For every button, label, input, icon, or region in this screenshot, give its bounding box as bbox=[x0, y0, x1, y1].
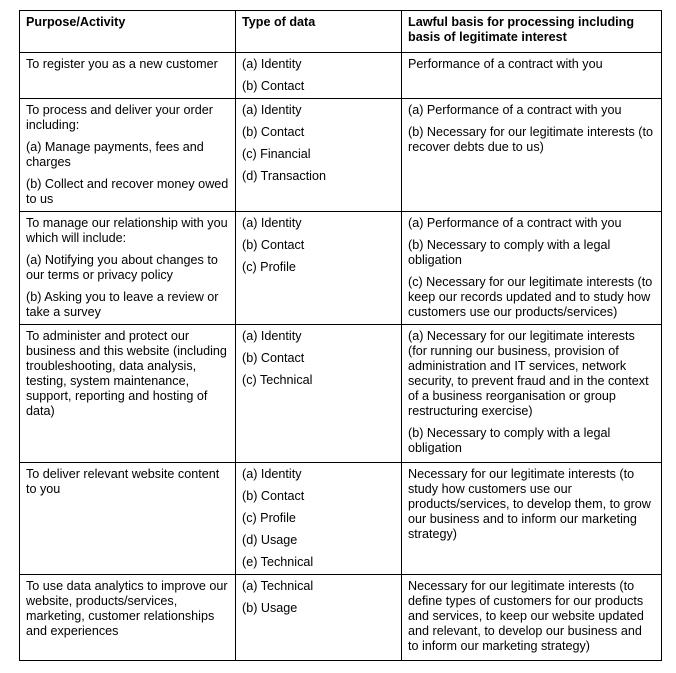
lawful-basis-table: Purpose/Activity Type of data Lawful bas… bbox=[19, 10, 662, 661]
type-cell-paragraph: (c) Technical bbox=[242, 373, 313, 387]
purpose-cell: To administer and protect our business a… bbox=[19, 324, 236, 463]
type-cell-paragraph: (b) Usage bbox=[242, 601, 298, 615]
type-cell: (a) Identity (b) Contact (c) Profile bbox=[235, 211, 402, 325]
type-cell-paragraph: (b) Contact bbox=[242, 489, 305, 503]
type-cell-paragraph: (a) Identity bbox=[242, 467, 302, 481]
table-row: To use data analytics to improve our web… bbox=[19, 574, 662, 661]
type-cell: (a) Identity (b) Contact bbox=[235, 52, 402, 99]
purpose-cell-paragraph: (b) Collect and recover money owed to us bbox=[26, 177, 229, 206]
purpose-cell: To manage our relationship with you whic… bbox=[19, 211, 236, 325]
basis-cell-paragraph: (b) Necessary for our legitimate interes… bbox=[408, 125, 653, 154]
basis-cell-paragraph: (a) Performance of a contract with you bbox=[408, 216, 622, 230]
type-cell-paragraph: (a) Identity bbox=[242, 57, 302, 71]
table-row: To process and deliver your order includ… bbox=[19, 98, 662, 212]
type-cell-paragraph: (e) Technical bbox=[242, 555, 314, 569]
purpose-cell-paragraph: To manage our relationship with you whic… bbox=[26, 216, 228, 245]
purpose-cell-paragraph: To administer and protect our business a… bbox=[26, 329, 227, 418]
purpose-cell-paragraph: (a) Manage payments, fees and charges bbox=[26, 140, 204, 169]
header-basis: Lawful basis for processing including ba… bbox=[401, 10, 662, 53]
type-cell-paragraph: (a) Technical bbox=[242, 579, 314, 593]
basis-cell: (a) Performance of a contract with you (b… bbox=[401, 211, 662, 325]
purpose-cell-paragraph: To register you as a new customer bbox=[26, 57, 218, 71]
header-row: Purpose/Activity Type of data Lawful bas… bbox=[19, 10, 662, 53]
type-cell-paragraph: (b) Contact bbox=[242, 351, 305, 365]
type-cell-paragraph: (c) Profile bbox=[242, 511, 296, 525]
basis-cell-paragraph: (a) Performance of a contract with you bbox=[408, 103, 622, 117]
type-cell-paragraph: (b) Contact bbox=[242, 125, 305, 139]
type-cell-paragraph: (a) Identity bbox=[242, 216, 302, 230]
table-row: To register you as a new customer (a) Ide… bbox=[19, 52, 662, 99]
type-cell: (a) Identity (b) Contact (c) Financial (d) … bbox=[235, 98, 402, 212]
type-cell-paragraph: (c) Profile bbox=[242, 260, 296, 274]
type-cell: (a) Identity (b) Contact (c) Profile (d) Us… bbox=[235, 462, 402, 575]
basis-cell-paragraph: (b) Necessary to comply with a legal obl… bbox=[408, 238, 611, 267]
basis-cell: Necessary for our legitimate interests (… bbox=[401, 574, 662, 661]
purpose-cell-paragraph: To use data analytics to improve our web… bbox=[26, 579, 228, 638]
basis-cell-paragraph: (c) Necessary for our legitimate interes… bbox=[408, 275, 653, 319]
basis-cell-paragraph: (a) Necessary for our legitimate interes… bbox=[408, 329, 649, 418]
header-purpose: Purpose/Activity bbox=[19, 10, 236, 53]
basis-cell: (a) Performance of a contract with you (b… bbox=[401, 98, 662, 212]
basis-cell-paragraph: (b) Necessary to comply with a legal obl… bbox=[408, 426, 611, 455]
basis-cell: (a) Necessary for our legitimate interes… bbox=[401, 324, 662, 463]
table-row: To deliver relevant website content to y… bbox=[19, 462, 662, 575]
type-cell: (a) Technical (b) Usage bbox=[235, 574, 402, 661]
basis-cell: Necessary for our legitimate interests (… bbox=[401, 462, 662, 575]
type-cell-paragraph: (d) Usage bbox=[242, 533, 298, 547]
type-cell: (a) Identity (b) Contact (c) Technical bbox=[235, 324, 402, 463]
type-cell-paragraph: (b) Contact bbox=[242, 79, 305, 93]
basis-cell-paragraph: Necessary for our legitimate interests (… bbox=[408, 579, 644, 653]
type-cell-paragraph: (b) Contact bbox=[242, 238, 305, 252]
type-cell-paragraph: (a) Identity bbox=[242, 103, 302, 117]
purpose-cell: To register you as a new customer bbox=[19, 52, 236, 99]
type-cell-paragraph: (a) Identity bbox=[242, 329, 302, 343]
table-row: To administer and protect our business a… bbox=[19, 324, 662, 463]
basis-cell: Performance of a contract with you bbox=[401, 52, 662, 99]
purpose-cell: To deliver relevant website content to y… bbox=[19, 462, 236, 575]
basis-cell-paragraph: Necessary for our legitimate interests (… bbox=[408, 467, 651, 541]
purpose-cell-paragraph: (b) Asking you to leave a review or take… bbox=[26, 290, 219, 319]
purpose-cell-paragraph: To deliver relevant website content to y… bbox=[26, 467, 220, 496]
purpose-cell: To use data analytics to improve our web… bbox=[19, 574, 236, 661]
purpose-cell: To process and deliver your order includ… bbox=[19, 98, 236, 212]
basis-cell-paragraph: Performance of a contract with you bbox=[408, 57, 603, 71]
table-row: To manage our relationship with you whic… bbox=[19, 211, 662, 325]
type-cell-paragraph: (d) Transaction bbox=[242, 169, 326, 183]
purpose-cell-paragraph: (a) Notifying you about changes to our t… bbox=[26, 253, 218, 282]
purpose-cell-paragraph: To process and deliver your order includ… bbox=[26, 103, 213, 132]
header-type: Type of data bbox=[235, 10, 402, 53]
type-cell-paragraph: (c) Financial bbox=[242, 147, 311, 161]
